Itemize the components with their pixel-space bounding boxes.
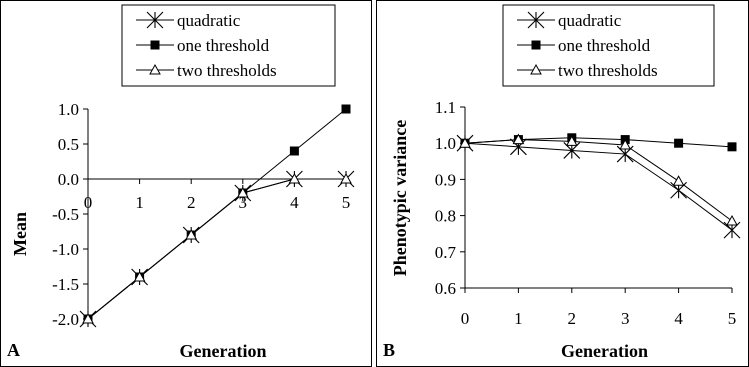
y-tick-label: 1.0 (435, 134, 456, 153)
panel-label: A (7, 340, 20, 360)
y-tick-label: 0.7 (435, 243, 457, 262)
legend-marker (146, 11, 164, 29)
y-axis-title: Phenotypic variance (390, 120, 410, 276)
series-line (464, 139, 733, 222)
legend-marker (530, 63, 542, 75)
legend-marker (150, 40, 160, 50)
legend-item: quadratic (517, 11, 622, 30)
legend: quadratic one threshold two thresholds (121, 4, 336, 87)
y-tick-label: -1.0 (52, 240, 79, 259)
series-quadratic (456, 134, 741, 239)
x-tick-label: 4 (290, 193, 299, 212)
x-tick-label: 1 (135, 193, 144, 212)
x-tick-label: 1 (514, 309, 523, 328)
data-point (672, 175, 685, 186)
legend-item: two thresholds (517, 61, 658, 80)
x-axis-title: Generation (561, 341, 648, 361)
x-tick-label: 3 (621, 309, 630, 328)
series-two-thresholds (459, 133, 738, 226)
series-two-thresholds (82, 172, 352, 324)
y-tick-label: 0.6 (435, 279, 456, 298)
legend-marker (531, 40, 541, 50)
chart-panel-a: -2.0 -1.5 -1.0 -0.5 0.0 0.5 1.0 0 1 2 3 4 5 Generatio… (0, 0, 372, 367)
y-tick-label: -2.0 (52, 310, 79, 329)
y-axis-title: Mean (10, 212, 30, 256)
data-point (340, 172, 352, 184)
data-point (459, 137, 471, 148)
y-tick-label: -0.5 (52, 205, 79, 224)
data-point (341, 104, 351, 114)
data-point (674, 138, 684, 148)
y-tick-label: 0.0 (58, 170, 79, 189)
series-one-threshold (460, 133, 737, 152)
x-tick-label: 0 (461, 309, 470, 328)
x-tick-label: 2 (187, 193, 196, 212)
x-tick-label: 5 (728, 309, 737, 328)
x-tick-label: 2 (568, 309, 577, 328)
data-point (236, 186, 249, 198)
data-point (727, 142, 737, 152)
data-point (133, 270, 146, 282)
legend-item: quadratic (136, 11, 241, 30)
legend-label: quadratic (177, 11, 241, 30)
chart-panel-b: 0.6 0.7 0.8 0.9 1.0 1.1 0 1 2 3 4 5 Generation Phenot… (376, 0, 749, 367)
legend-item: one threshold (136, 36, 270, 55)
data-point (726, 215, 738, 226)
legend-label: quadratic (558, 11, 622, 30)
series-line (87, 178, 346, 320)
x-tick-label: 5 (342, 193, 351, 212)
y-tick-label: 0.9 (435, 170, 456, 189)
legend-label: one threshold (177, 36, 270, 55)
x-axis-title: Generation (180, 341, 267, 361)
legend-label: two thresholds (558, 61, 658, 80)
y-tick-label: 1.1 (435, 98, 456, 117)
x-tick-label: 4 (674, 309, 683, 328)
y-tick-label: 1.0 (58, 100, 79, 119)
legend-marker (527, 11, 545, 29)
data-point (565, 135, 578, 146)
legend: quadratic one threshold two thresholds (502, 4, 715, 87)
chart-a-svg: -2.0 -1.5 -1.0 -0.5 0.0 0.5 1.0 0 1 2 3 4 5 Generatio… (0, 0, 372, 367)
data-point (512, 133, 525, 145)
series-line (87, 178, 346, 320)
data-point (288, 172, 301, 184)
series-quadratic (79, 170, 355, 328)
data-point (619, 138, 632, 150)
legend-item: one threshold (517, 36, 651, 55)
panel-label: B (383, 340, 395, 360)
data-point (289, 146, 299, 156)
legend-label: two thresholds (177, 61, 277, 80)
legend-item: two thresholds (136, 61, 277, 80)
x-tick-label: 0 (84, 193, 93, 212)
legend-marker (149, 63, 161, 75)
x-tick-label: 3 (239, 193, 248, 212)
y-tick-label: 0.5 (58, 135, 79, 154)
y-tick-label: -1.5 (52, 275, 79, 294)
chart-b-svg: 0.6 0.7 0.8 0.9 1.0 1.1 0 1 2 3 4 5 Generation Phenot… (376, 0, 749, 367)
data-point (82, 312, 94, 324)
legend-label: one threshold (558, 36, 651, 55)
y-tick-label: 0.8 (435, 207, 456, 226)
data-point (185, 228, 198, 240)
series-line (464, 142, 733, 231)
